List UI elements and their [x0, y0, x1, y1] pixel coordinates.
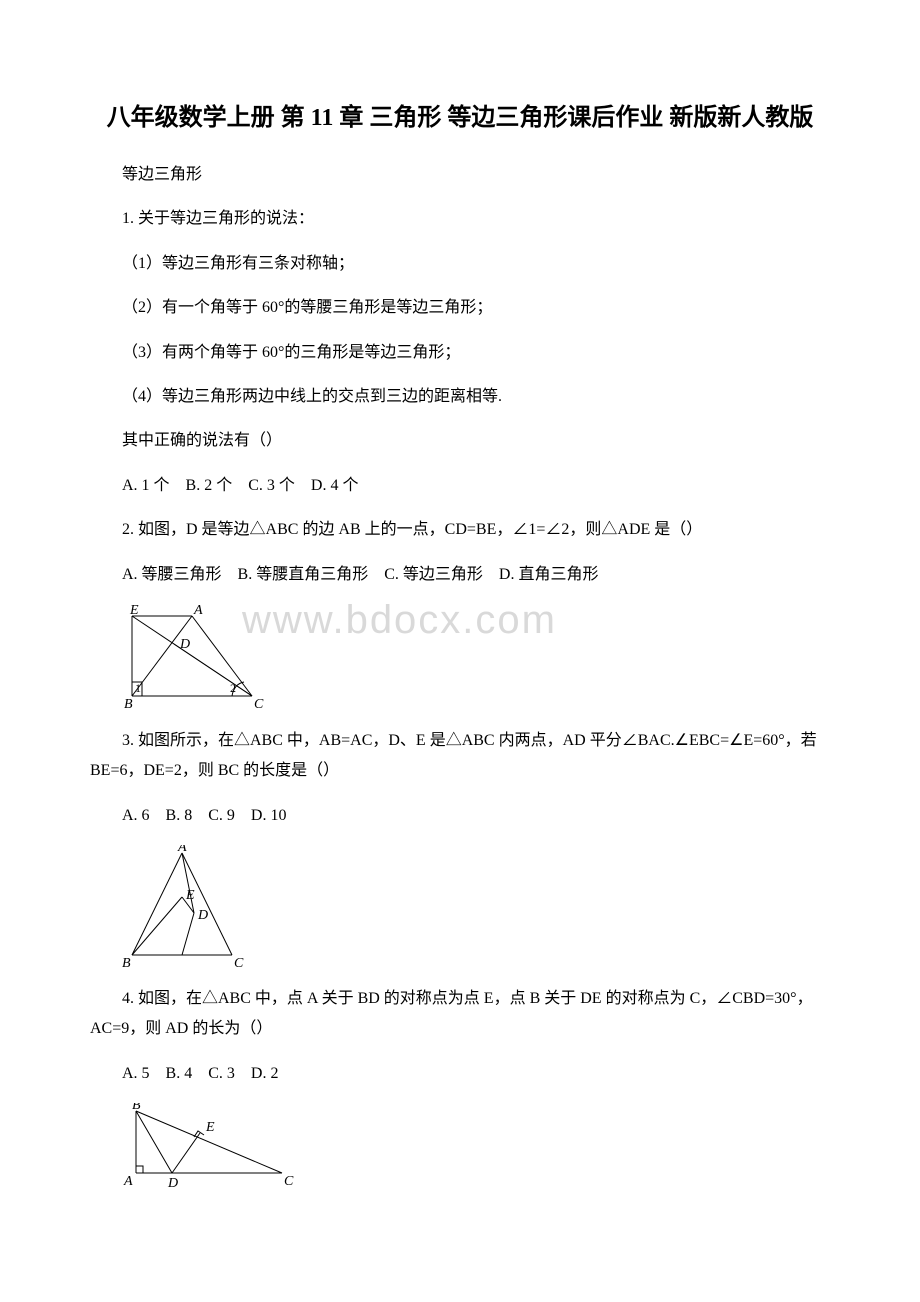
- q1-ask: 其中正确的说法有（）: [90, 426, 830, 456]
- svg-text:E: E: [129, 604, 139, 618]
- q3-figure: A B C ED: [122, 845, 252, 970]
- svg-text:1: 1: [135, 681, 141, 695]
- q2-figure: E A B C D 1 2: [122, 604, 272, 712]
- watermark-text: www.bdocx.com: [242, 598, 557, 643]
- q4-figure-wrap: B A D C E: [122, 1103, 830, 1188]
- q1-s2: （2）有一个角等于 60°的等腰三角形是等边三角形；: [90, 293, 830, 323]
- svg-text:B: B: [122, 956, 131, 970]
- q3-stem: 3. 如图所示，在△ABC 中，AB=AC，D、E 是△ABC 内两点，AD 平…: [90, 726, 830, 787]
- svg-text:A: A: [123, 1174, 133, 1188]
- q1-s3: （3）有两个角等于 60°的三角形是等边三角形；: [90, 338, 830, 368]
- svg-text:C: C: [284, 1174, 294, 1188]
- q3-figure-wrap: A B C ED: [122, 845, 830, 970]
- subtitle: 等边三角形: [90, 160, 830, 190]
- svg-text:B: B: [132, 1103, 141, 1113]
- svg-text:D: D: [179, 637, 190, 652]
- q2-opts: A. 等腰三角形 B. 等腰直角三角形 C. 等边三角形 D. 直角三角形: [90, 560, 830, 590]
- q4-opts: A. 5 B. 4 C. 3 D. 2: [90, 1059, 830, 1089]
- q1-s1: （1）等边三角形有三条对称轴；: [90, 249, 830, 279]
- svg-text:D: D: [197, 908, 208, 923]
- q1-opts: A. 1 个 B. 2 个 C. 3 个 D. 4 个: [90, 471, 830, 501]
- svg-text:C: C: [234, 956, 244, 970]
- q4-stem: 4. 如图，在△ABC 中，点 A 关于 BD 的对称点为点 E，点 B 关于 …: [90, 984, 830, 1045]
- svg-text:E: E: [185, 888, 195, 903]
- svg-text:E: E: [205, 1120, 215, 1135]
- svg-text:A: A: [193, 604, 203, 618]
- svg-text:A: A: [177, 845, 187, 855]
- q1-s4: （4）等边三角形两边中线上的交点到三边的距离相等.: [90, 382, 830, 412]
- q4-figure: B A D C E: [122, 1103, 302, 1188]
- svg-text:D: D: [167, 1176, 178, 1188]
- page-title: 八年级数学上册 第 11 章 三角形 等边三角形课后作业 新版新人教版: [90, 100, 830, 136]
- svg-text:2: 2: [230, 681, 236, 695]
- q3-opts: A. 6 B. 8 C. 9 D. 10: [90, 801, 830, 831]
- q2-stem: 2. 如图，D 是等边△ABC 的边 AB 上的一点，CD=BE，∠1=∠2，则…: [90, 515, 830, 545]
- svg-text:B: B: [124, 697, 133, 712]
- q1-stem: 1. 关于等边三角形的说法：: [90, 204, 830, 234]
- svg-text:C: C: [254, 697, 264, 712]
- q2-figure-wrap: www.bdocx.com EABCD12: [122, 604, 830, 712]
